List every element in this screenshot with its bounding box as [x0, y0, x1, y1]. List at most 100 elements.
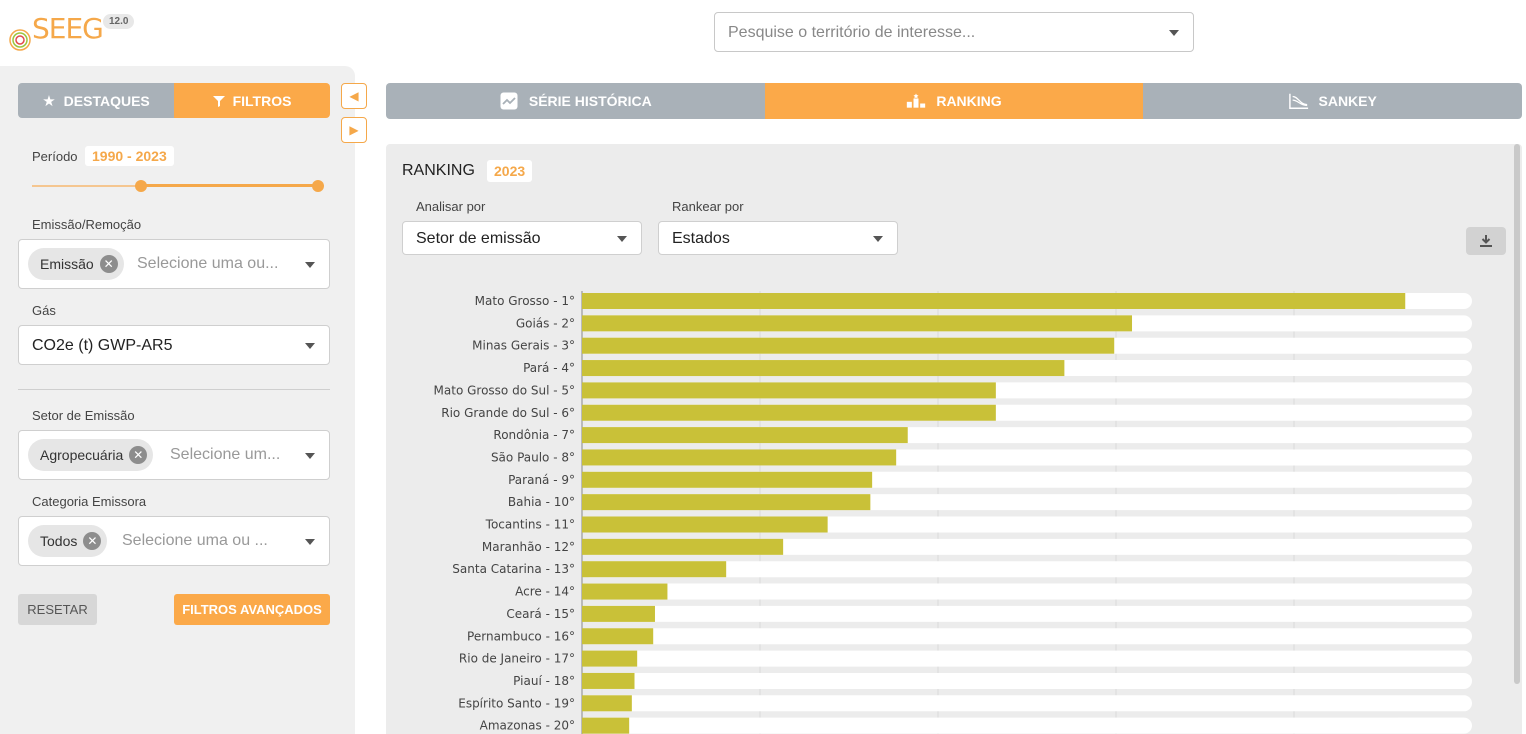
tab-destaques[interactable]: ★ DESTAQUES: [18, 83, 174, 118]
category-label: Pará - 4°: [523, 361, 575, 375]
panel-scrollbar[interactable]: [1514, 144, 1520, 684]
ranking-year-badge: 2023: [487, 160, 533, 182]
bar[interactable]: [582, 360, 1065, 377]
seeg-logo[interactable]: SEEG 12.0: [8, 10, 138, 56]
arrow-left-icon: ◀: [349, 89, 359, 103]
chevron-down-icon: [305, 262, 315, 268]
collapse-sidebar-button[interactable]: ◀: [341, 83, 367, 109]
logo-text: SEEG: [32, 12, 104, 45]
bar-track: [582, 538, 1472, 555]
category-label: Espírito Santo - 19°: [458, 696, 575, 710]
category-label: Piauí - 18°: [513, 674, 575, 688]
category-label: Mato Grosso do Sul - 5°: [434, 383, 575, 397]
chip-agropecuaria-label: Agropecuária: [40, 447, 124, 463]
bar-track: [582, 672, 1472, 689]
period-slider-end-handle[interactable]: [312, 180, 324, 192]
category-label: Bahia - 10°: [508, 495, 575, 509]
emissao-remocao-select[interactable]: Emissão ✕ Selecione uma ou...: [18, 239, 330, 289]
bar-track: [582, 583, 1472, 600]
categoria-label: Categoria Emissora: [32, 494, 147, 509]
rankear-select[interactable]: Estados: [658, 221, 898, 255]
bar[interactable]: [582, 494, 871, 511]
advanced-filters-button[interactable]: FILTROS AVANÇADOS: [174, 594, 330, 625]
bar[interactable]: [582, 628, 654, 645]
chevron-down-icon: [305, 453, 315, 459]
podium-icon: [906, 91, 926, 111]
analisar-select[interactable]: Setor de emissão: [402, 221, 642, 255]
category-label: Paraná - 9°: [508, 473, 575, 487]
sidebar-tabs: ★ DESTAQUES FILTROS: [18, 83, 330, 118]
chevron-down-icon: [617, 236, 627, 242]
download-button[interactable]: [1466, 227, 1506, 255]
period-slider-range: [141, 184, 318, 187]
gas-label: Gás: [32, 303, 56, 318]
bar[interactable]: [582, 337, 1115, 354]
emissao-remocao-label: Emissão/Remoção: [32, 217, 142, 232]
tab-sankey[interactable]: SANKEY: [1143, 83, 1522, 119]
view-tabs: SÉRIE HISTÓRICA RANKING SANKEY: [386, 83, 1522, 119]
category-label: São Paulo - 8°: [491, 450, 575, 464]
bar[interactable]: [582, 404, 996, 421]
sidebar-divider: [18, 389, 330, 390]
category-label: Goiás - 2°: [516, 316, 575, 330]
category-label: Rio de Janeiro - 17°: [459, 652, 575, 666]
tab-filtros[interactable]: FILTROS: [174, 83, 330, 118]
rankear-label: Rankear por: [672, 199, 744, 214]
chip-remove-icon[interactable]: ✕: [83, 532, 102, 550]
logo-circles-icon: [9, 29, 31, 51]
categoria-placeholder: Selecione uma ou ...: [122, 532, 268, 549]
bar[interactable]: [582, 583, 668, 600]
filters-sidebar: ★ DESTAQUES FILTROS Período 1990 - 2023 …: [0, 66, 355, 734]
sankey-icon: [1288, 91, 1309, 111]
bar[interactable]: [582, 516, 828, 533]
bar[interactable]: [582, 605, 655, 622]
filter-icon: [212, 95, 225, 107]
version-badge: 12.0: [103, 14, 135, 29]
territory-search-select[interactable]: Pesquise o território de interesse...: [714, 12, 1194, 52]
analisar-label: Analisar por: [416, 199, 486, 214]
bar[interactable]: [582, 695, 632, 712]
bar[interactable]: [582, 449, 897, 466]
period-slider-start-handle[interactable]: [135, 180, 147, 192]
tab-ranking[interactable]: RANKING: [764, 83, 1144, 119]
bar-track: [582, 717, 1472, 734]
ranking-title: RANKING: [402, 162, 475, 179]
chip-agropecuaria: Agropecuária ✕: [28, 439, 154, 471]
gas-select[interactable]: CO2e (t) GWP-AR5: [18, 325, 330, 365]
tab-serie-historica[interactable]: SÉRIE HISTÓRICA: [386, 83, 765, 119]
search-placeholder: Pesquise o território de interesse...: [728, 24, 976, 41]
reset-button[interactable]: RESETAR: [18, 594, 97, 625]
bar[interactable]: [582, 382, 996, 399]
bar[interactable]: [582, 650, 638, 667]
category-label: Rondônia - 7°: [493, 428, 575, 442]
setor-select[interactable]: Agropecuária ✕ Selecione um...: [18, 430, 330, 480]
categoria-select[interactable]: Todos ✕ Selecione uma ou ...: [18, 516, 330, 566]
bar[interactable]: [582, 471, 873, 488]
rankear-value: Estados: [672, 230, 730, 247]
chevron-down-icon: [1169, 30, 1179, 36]
chip-remove-icon[interactable]: ✕: [129, 446, 148, 464]
period-label: Período: [32, 149, 78, 164]
tab-sankey-label: SANKEY: [1318, 93, 1377, 109]
arrow-right-icon: ▶: [349, 123, 359, 137]
bar[interactable]: [582, 672, 635, 689]
bar[interactable]: [582, 293, 1406, 309]
bar[interactable]: [582, 315, 1133, 332]
chip-remove-icon[interactable]: ✕: [99, 255, 118, 273]
tab-serie-historica-label: SÉRIE HISTÓRICA: [528, 93, 652, 109]
expand-sidebar-button[interactable]: ▶: [341, 117, 367, 143]
bar[interactable]: [582, 538, 784, 555]
chevron-down-icon: [873, 236, 883, 242]
bar[interactable]: [582, 561, 727, 578]
setor-placeholder: Selecione um...: [170, 446, 281, 463]
bar-track: [582, 650, 1472, 667]
analisar-value: Setor de emissão: [416, 230, 541, 247]
bar[interactable]: [582, 427, 908, 444]
bar[interactable]: [582, 717, 630, 734]
category-label: Mato Grosso - 1°: [475, 294, 575, 308]
category-label: Pernambuco - 16°: [467, 629, 575, 643]
bar-track: [582, 695, 1472, 712]
download-icon: [1480, 235, 1492, 247]
setor-label: Setor de Emissão: [32, 408, 135, 423]
